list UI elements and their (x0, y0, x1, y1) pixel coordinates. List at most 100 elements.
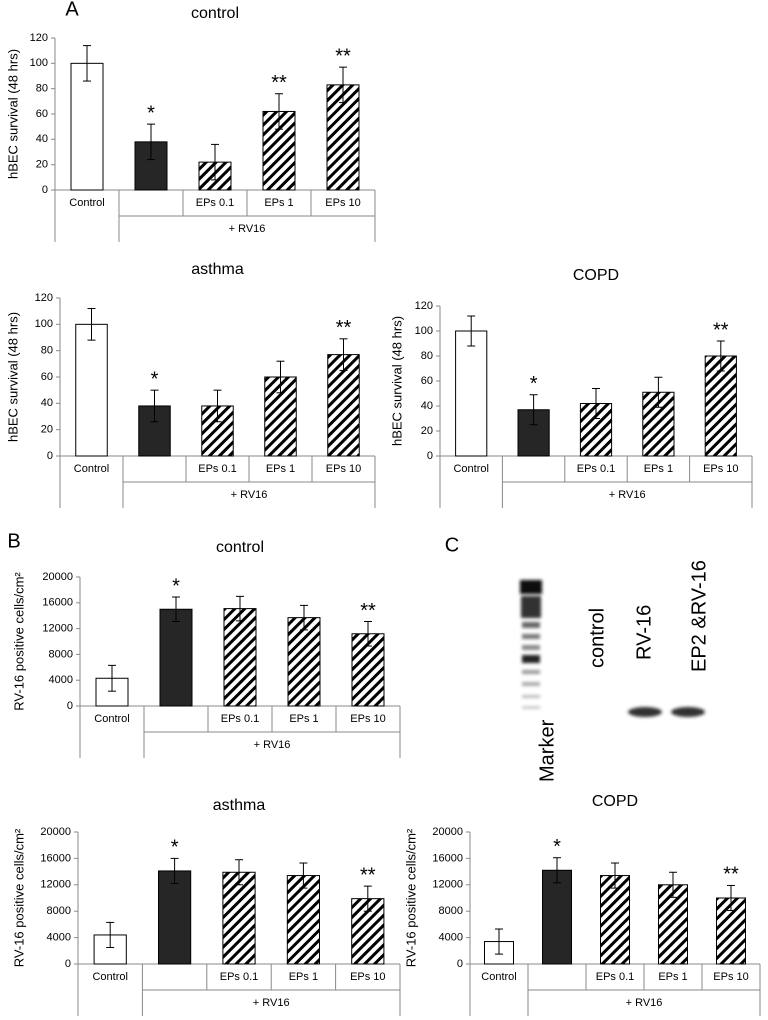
bar (287, 617, 321, 707)
chart-title: COPD (592, 793, 638, 810)
x-tick-label: EPs 0.1 (198, 463, 237, 475)
bar (327, 354, 360, 457)
y-tick-label: 100 (30, 57, 48, 69)
significance-label: ** (360, 864, 376, 886)
y-tick-label: 0 (47, 450, 53, 462)
y-tick-label: 60 (421, 375, 433, 387)
y-tick-label: 40 (41, 397, 53, 409)
y-tick-label: 120 (30, 32, 48, 44)
chart-title: COPD (573, 267, 619, 284)
y-tick-label: 120 (415, 300, 433, 312)
panel-label: C (445, 534, 459, 556)
x-tick-label: EPs 1 (289, 971, 318, 983)
significance-label: * (553, 836, 561, 858)
bar (222, 871, 256, 965)
y-tick-label: 100 (35, 318, 53, 330)
y-tick-label: 12000 (42, 623, 73, 635)
y-tick-label: 80 (41, 345, 53, 357)
y-tick-label: 16000 (42, 597, 73, 609)
group-label: + RV16 (231, 489, 268, 501)
x-tick-label: EPs 10 (350, 713, 385, 725)
group-label: + RV16 (254, 739, 291, 751)
significance-label: ** (713, 319, 729, 341)
bar (286, 875, 320, 965)
y-tick-label: 0 (65, 958, 71, 970)
y-tick-label: 8000 (49, 648, 73, 660)
y-tick-label: 20000 (42, 571, 73, 583)
bar (159, 608, 193, 707)
y-axis-label: RV-16 positive cells/cm² (11, 572, 26, 711)
y-tick-label: 0 (67, 700, 73, 712)
y-tick-label: 0 (457, 958, 463, 970)
significance-label: * (171, 837, 179, 859)
significance-label: ** (335, 45, 351, 67)
bar (600, 875, 630, 965)
x-tick-label: EPs 0.1 (221, 713, 260, 725)
bar (158, 870, 192, 965)
blot-label: RV-16 (633, 605, 655, 660)
y-tick-label: 80 (36, 83, 48, 95)
x-tick-label: Control (92, 971, 127, 983)
y-tick-label: 40 (36, 133, 48, 145)
y-tick-label: 4000 (439, 932, 463, 944)
y-tick-label: 16000 (40, 852, 71, 864)
significance-label: * (151, 368, 159, 390)
blot-label: control (586, 608, 608, 668)
blot-image (520, 580, 705, 717)
bar (542, 869, 572, 965)
y-tick-label: 100 (415, 325, 433, 337)
group-label: + RV16 (609, 489, 646, 501)
bar (70, 62, 104, 191)
x-tick-label: EPs 1 (264, 197, 293, 209)
y-tick-label: 12000 (432, 879, 463, 891)
y-axis-label: hBEC survival (48 hrs) (5, 312, 20, 442)
x-tick-label: EPs 0.1 (577, 463, 616, 475)
y-tick-label: 0 (42, 184, 48, 196)
x-tick-label: Control (69, 197, 104, 209)
y-tick-label: 20000 (40, 826, 71, 838)
y-tick-label: 0 (427, 450, 433, 462)
x-tick-label: EPs 1 (644, 463, 673, 475)
x-tick-label: Control (481, 971, 516, 983)
x-tick-label: EPs 1 (658, 971, 687, 983)
y-tick-label: 60 (36, 108, 48, 120)
y-tick-label: 120 (35, 292, 53, 304)
y-tick-label: 40 (421, 400, 433, 412)
x-tick-label: EPs 1 (289, 713, 318, 725)
significance-label: * (530, 373, 538, 395)
x-tick-label: EPs 10 (713, 971, 748, 983)
y-tick-label: 60 (41, 371, 53, 383)
group-label: + RV16 (626, 997, 663, 1009)
y-axis-label: RV-16 positive cells/cm² (403, 828, 418, 967)
y-axis-label: RV-16 positive cells/cm² (11, 828, 26, 967)
x-tick-label: EPs 0.1 (220, 971, 259, 983)
y-tick-label: 12000 (40, 879, 71, 891)
chart-title: asthma (213, 797, 266, 814)
y-tick-label: 4000 (49, 674, 73, 686)
y-tick-label: 8000 (439, 905, 463, 917)
bar (704, 355, 737, 457)
y-tick-label: 20 (36, 159, 48, 171)
group-label: + RV16 (229, 223, 266, 235)
y-tick-label: 80 (421, 350, 433, 362)
bar (223, 608, 257, 707)
x-tick-label: Control (94, 713, 129, 725)
group-label: + RV16 (253, 997, 290, 1009)
x-tick-label: Control (74, 463, 109, 475)
x-tick-label: EPs 10 (326, 463, 361, 475)
bar (455, 330, 488, 457)
significance-label: * (147, 102, 155, 124)
significance-label: ** (336, 317, 352, 339)
x-tick-label: EPs 0.1 (196, 197, 235, 209)
bar (95, 677, 129, 707)
y-tick-label: 20000 (432, 826, 463, 838)
significance-label: * (172, 575, 180, 597)
x-tick-label: EPs 1 (266, 463, 295, 475)
x-tick-label: EPs 10 (350, 971, 385, 983)
y-tick-label: 20 (41, 424, 53, 436)
bar (201, 405, 234, 457)
y-tick-label: 16000 (432, 852, 463, 864)
x-tick-label: Control (453, 463, 488, 475)
